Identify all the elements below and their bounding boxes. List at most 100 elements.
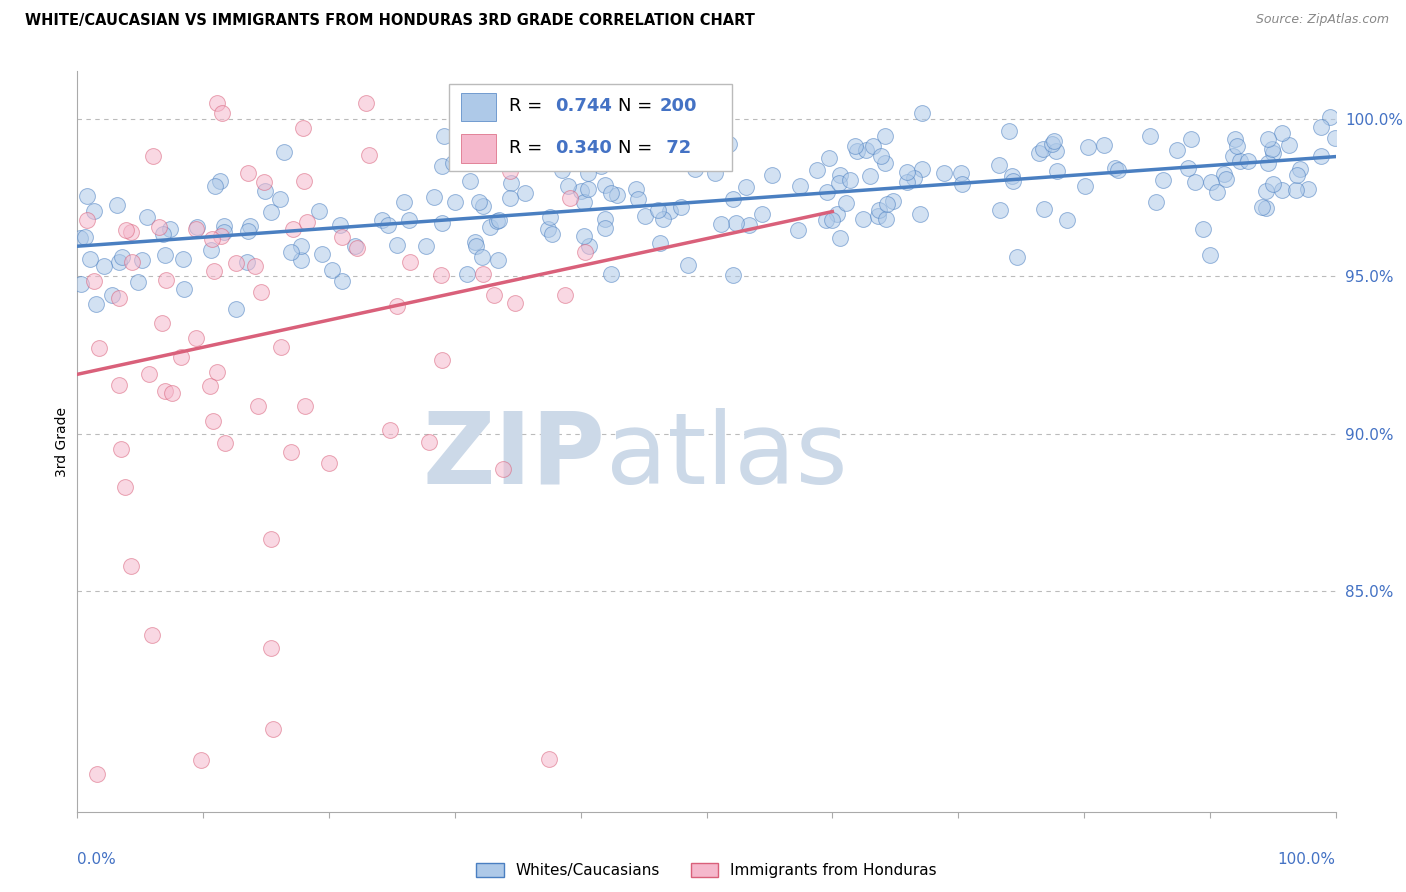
Point xyxy=(537,752,560,766)
Point xyxy=(866,209,889,223)
Point xyxy=(1237,153,1260,168)
Point xyxy=(311,246,333,260)
Point xyxy=(270,340,292,354)
Point xyxy=(828,231,851,245)
Point xyxy=(120,559,142,574)
Point xyxy=(1310,120,1333,135)
Point xyxy=(269,192,291,206)
Point xyxy=(910,207,932,221)
Point xyxy=(1257,132,1279,146)
Point xyxy=(200,244,222,258)
Point xyxy=(169,350,191,364)
Point xyxy=(76,213,98,227)
Point xyxy=(464,235,486,249)
Point xyxy=(110,442,132,456)
Point xyxy=(318,456,340,470)
Point xyxy=(659,203,682,218)
Point xyxy=(647,202,669,217)
Point xyxy=(83,274,105,288)
Point xyxy=(93,259,115,273)
Text: 100.0%: 100.0% xyxy=(1278,853,1336,867)
Point xyxy=(600,267,623,281)
Point xyxy=(398,213,420,227)
Point xyxy=(627,192,650,206)
Point xyxy=(870,149,893,163)
Point xyxy=(201,414,224,428)
Point xyxy=(260,640,283,655)
Point xyxy=(114,223,136,237)
Point xyxy=(225,256,247,270)
Point xyxy=(1226,139,1249,153)
Point xyxy=(357,148,380,162)
Point xyxy=(430,217,453,231)
Point xyxy=(1257,156,1279,170)
Point xyxy=(294,399,316,413)
Point xyxy=(280,445,302,459)
Point xyxy=(87,341,110,355)
Point xyxy=(1205,185,1227,199)
Point xyxy=(84,297,107,311)
Point xyxy=(1077,140,1099,154)
Point xyxy=(513,186,536,200)
Point xyxy=(464,112,486,126)
Point xyxy=(499,164,522,178)
Point xyxy=(903,171,925,186)
Point xyxy=(472,267,495,281)
Point xyxy=(236,166,259,180)
Point xyxy=(1288,161,1310,176)
Point xyxy=(290,239,312,253)
Point xyxy=(105,198,128,212)
Point xyxy=(378,423,401,437)
Legend: Whites/Caucasians, Immigrants from Honduras: Whites/Caucasians, Immigrants from Hondu… xyxy=(470,856,943,884)
Point xyxy=(243,259,266,273)
Point xyxy=(1285,168,1308,182)
Point xyxy=(1251,200,1274,214)
Point xyxy=(108,378,131,392)
Point xyxy=(855,143,877,157)
Point xyxy=(676,258,699,272)
Point xyxy=(399,255,422,269)
Point xyxy=(786,223,808,237)
Point xyxy=(988,158,1011,172)
Point xyxy=(723,192,745,206)
Point xyxy=(142,149,165,163)
Point xyxy=(114,480,136,494)
Point xyxy=(283,222,305,236)
Point xyxy=(1199,175,1222,189)
Point xyxy=(845,145,868,159)
Point xyxy=(135,211,157,225)
Point xyxy=(1042,136,1064,151)
Point xyxy=(896,165,918,179)
Text: N =: N = xyxy=(619,139,658,157)
Point xyxy=(186,222,208,236)
Point xyxy=(141,628,163,642)
Point xyxy=(896,175,918,189)
Point xyxy=(1222,149,1244,163)
Point xyxy=(710,217,733,231)
Text: WHITE/CAUCASIAN VS IMMIGRANTS FROM HONDURAS 3RD GRADE CORRELATION CHART: WHITE/CAUCASIAN VS IMMIGRANTS FROM HONDU… xyxy=(25,13,755,29)
Point xyxy=(415,239,437,253)
Text: 0.744: 0.744 xyxy=(555,97,613,115)
Y-axis label: 3rd Grade: 3rd Grade xyxy=(55,407,69,476)
Point xyxy=(273,145,295,159)
Point xyxy=(209,228,232,243)
Point xyxy=(444,195,467,210)
Point xyxy=(1152,173,1174,187)
Point xyxy=(630,95,652,110)
Text: 200: 200 xyxy=(659,97,697,115)
Point xyxy=(184,331,207,345)
Point xyxy=(876,197,898,211)
Point xyxy=(418,435,440,450)
Point xyxy=(634,209,657,223)
Point xyxy=(1104,161,1126,175)
Point xyxy=(236,224,259,238)
Point xyxy=(101,288,124,302)
Point xyxy=(828,168,851,182)
Point xyxy=(1139,129,1161,144)
Point xyxy=(868,202,890,217)
Point xyxy=(910,106,932,120)
Point xyxy=(1045,144,1067,158)
Point xyxy=(465,239,488,253)
Point xyxy=(950,177,973,191)
Point xyxy=(1261,142,1284,156)
